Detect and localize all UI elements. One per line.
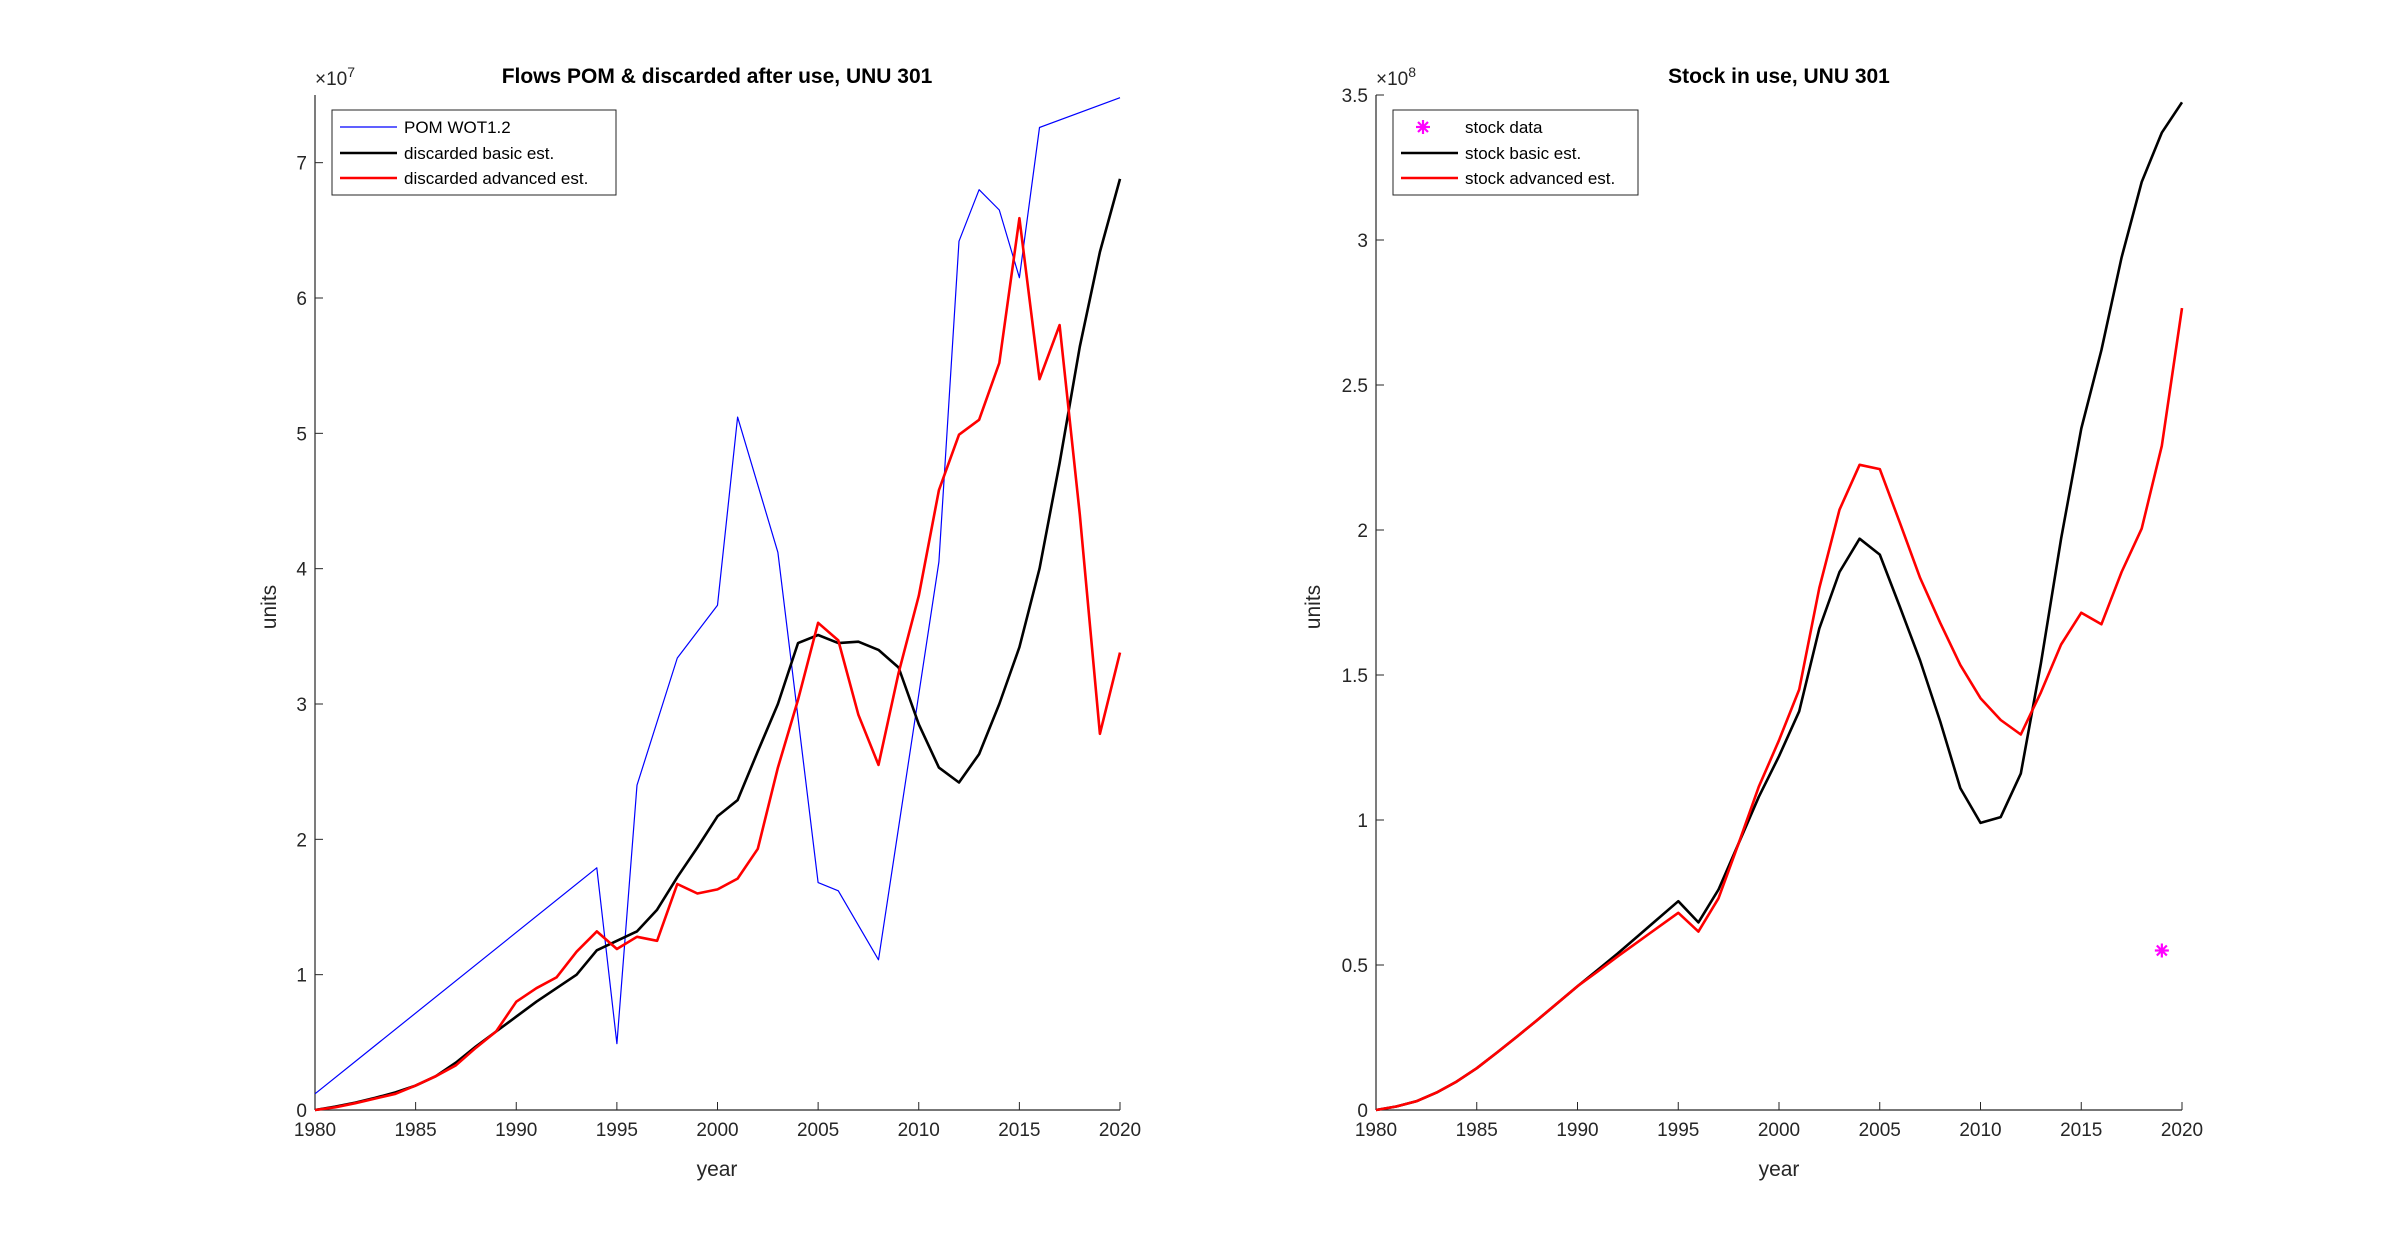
flows-x-axis-label: year — [697, 1158, 738, 1181]
stock-plot-area: 1980 1985 1990 1995 2000 2005 2010 2015 2020 0 0.5… — [1342, 86, 2204, 1141]
stock-x-tick-label: 1995 — [1657, 1120, 1699, 1141]
legend-label-discarded-basic: discarded basic est. — [404, 144, 554, 163]
flows-legend: POM WOT1.2 discarded basic est. discarde… — [331, 109, 617, 196]
flows-y-tick-label: 2 — [296, 830, 307, 851]
flows-y-tick-label: 4 — [296, 560, 307, 581]
stock-y-tick-label: 2.5 — [1342, 376, 1368, 397]
stock-series-stock-data-point — [2154, 943, 2169, 958]
flows-series-discarded-advanced-est-line — [314, 216, 1122, 1112]
stock-y-tick-label: 3.5 — [1342, 86, 1368, 107]
legend-marker-stock-data — [1416, 120, 1430, 134]
flows-x-tick-label: 1995 — [596, 1120, 638, 1141]
legend-label-stock-basic: stock basic est. — [1465, 144, 1581, 163]
flows-plot-area: 1980 1985 1990 1995 2000 2005 2010 2015 2020 0 1 2 3… — [294, 95, 1141, 1141]
flows-y-tick-label: 3 — [296, 695, 307, 716]
stock-y-tick-label: 1 — [1357, 811, 1368, 832]
stock-y-tick-label: 0 — [1357, 1101, 1368, 1122]
stock-x-tick-label: 2020 — [2161, 1120, 2203, 1141]
stock-panel: Stock in use, UNU 301 ×108 1980 1985 1990 1… — [1302, 64, 2203, 1181]
flows-series-discarded-basic-est-line — [314, 178, 1122, 1112]
stock-series-stock-basic-est-line — [1375, 101, 2184, 1112]
stock-exponent-label: ×108 — [1376, 64, 1416, 90]
flows-y-tick-label: 0 — [296, 1101, 307, 1122]
stock-x-tick-label: 2015 — [2060, 1120, 2102, 1141]
flows-x-tick-label: 2015 — [998, 1120, 1040, 1141]
flows-x-tick-label: 1985 — [394, 1120, 436, 1141]
stock-y-tick-label: 1.5 — [1342, 666, 1368, 687]
flows-y-tick-label: 5 — [296, 424, 307, 445]
flows-x-tick-label: 2010 — [898, 1120, 940, 1141]
stock-legend: stock data stock basic est. stock advanc… — [1392, 109, 1639, 196]
flows-x-tick-label: 2020 — [1099, 1120, 1141, 1141]
flows-x-tick-label: 1980 — [294, 1120, 336, 1141]
flows-panel: Flows POM & discarded after use, UNU 301… — [258, 64, 1141, 1181]
flows-y-tick-label: 7 — [296, 154, 307, 175]
flows-series-pom-wot1-2-line — [314, 97, 1121, 1095]
stock-y-tick-label: 0.5 — [1342, 956, 1368, 977]
flows-y-tick-label: 6 — [296, 289, 307, 310]
stock-x-tick-label: 2000 — [1758, 1120, 1800, 1141]
stock-x-tick-label: 1985 — [1456, 1120, 1498, 1141]
stock-y-axis-label: units — [1302, 585, 1325, 629]
legend-label-stock-advanced: stock advanced est. — [1465, 169, 1615, 188]
stock-x-tick-label: 1980 — [1355, 1120, 1397, 1141]
flows-y-tick-label: 1 — [296, 966, 307, 987]
flows-x-tick-label: 2005 — [797, 1120, 839, 1141]
flows-x-tick-label: 2000 — [696, 1120, 738, 1141]
stock-x-axis-label: year — [1759, 1158, 1800, 1181]
legend-label-pom: POM WOT1.2 — [404, 118, 511, 137]
flows-exponent-label: ×107 — [315, 64, 355, 90]
stock-y-tick-label: 2 — [1357, 521, 1368, 542]
legend-label-stock-data: stock data — [1465, 118, 1543, 137]
stock-y-tick-label: 3 — [1357, 231, 1368, 252]
stock-x-tick-label: 2005 — [1859, 1120, 1901, 1141]
stock-x-tick-label: 1990 — [1556, 1120, 1598, 1141]
legend-label-discarded-advanced: discarded advanced est. — [404, 169, 588, 188]
flows-chart-title: Flows POM & discarded after use, UNU 301 — [502, 65, 933, 88]
flows-y-axis-label: units — [258, 585, 281, 629]
flows-x-tick-label: 1990 — [495, 1120, 537, 1141]
stock-x-tick-label: 2010 — [1959, 1120, 2001, 1141]
stock-chart-title: Stock in use, UNU 301 — [1668, 65, 1890, 88]
stock-series-stock-advanced-est-line — [1375, 307, 2184, 1112]
